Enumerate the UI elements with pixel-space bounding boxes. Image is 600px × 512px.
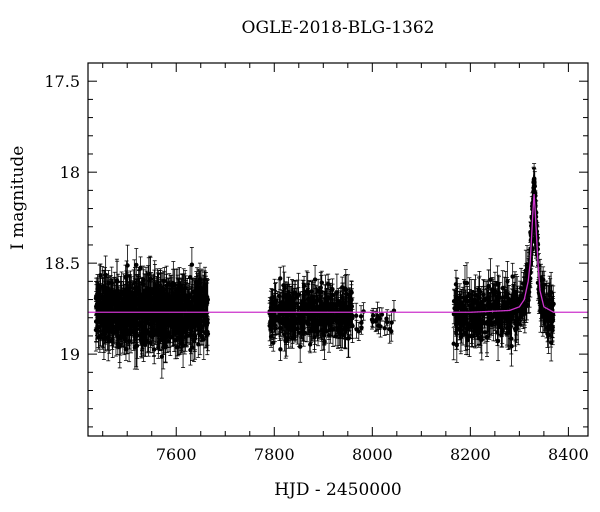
data-point — [100, 336, 106, 341]
data-point — [308, 342, 313, 347]
data-point — [174, 345, 180, 350]
data-point — [192, 312, 198, 317]
data-point — [158, 291, 164, 296]
data-point — [93, 296, 99, 301]
data-point — [186, 304, 191, 309]
data-point — [156, 322, 161, 328]
data-point — [189, 299, 194, 304]
data-point — [123, 318, 128, 324]
data-point — [148, 313, 154, 318]
data-point — [110, 316, 115, 321]
data-point — [196, 342, 201, 347]
data-point — [116, 304, 122, 310]
data-point — [124, 291, 129, 297]
data-point — [346, 336, 351, 341]
data-point — [158, 314, 163, 320]
data-point — [98, 320, 103, 325]
data-point — [95, 286, 100, 292]
data-point — [199, 287, 205, 292]
data-point — [120, 333, 126, 338]
data-point — [204, 315, 209, 320]
data-point — [268, 305, 274, 310]
data-point — [188, 328, 194, 333]
data-point — [94, 301, 100, 307]
data-point — [102, 326, 108, 331]
data-point — [179, 293, 185, 298]
data-point — [341, 301, 346, 307]
data-point — [278, 347, 283, 352]
data-point — [115, 295, 121, 300]
data-point — [98, 273, 103, 278]
data-point — [134, 262, 139, 268]
data-point — [156, 283, 161, 288]
data-point — [151, 290, 156, 295]
data-point — [326, 333, 332, 338]
data-point — [140, 295, 146, 301]
data-point — [174, 301, 180, 306]
data-point — [150, 334, 155, 340]
data-point — [172, 282, 177, 287]
data-point — [132, 280, 137, 286]
data-point — [141, 314, 147, 319]
data-point — [150, 296, 155, 302]
data-point — [123, 347, 129, 352]
data-point — [170, 300, 175, 306]
data-point — [197, 316, 203, 322]
data-point — [156, 340, 161, 346]
data-point — [108, 321, 113, 326]
data-point — [109, 291, 115, 297]
data-point — [116, 334, 121, 339]
data-point — [133, 307, 138, 312]
data-point — [138, 265, 143, 270]
data-point — [113, 312, 118, 317]
data-point — [154, 317, 159, 322]
data-point — [319, 280, 325, 285]
data-point — [318, 285, 323, 290]
data-point — [272, 294, 277, 300]
data-point — [169, 313, 175, 318]
data-point — [139, 333, 145, 339]
data-point — [161, 278, 167, 284]
chart-title: OGLE-2018-BLG-1362 — [241, 18, 435, 38]
data-point — [338, 331, 343, 337]
data-point — [152, 347, 157, 352]
data-point — [335, 327, 341, 332]
data-point — [137, 288, 142, 293]
data-point — [106, 306, 111, 312]
data-point — [170, 319, 175, 325]
data-point — [134, 314, 139, 320]
data-point — [188, 347, 193, 353]
data-point — [273, 326, 278, 331]
data-point — [145, 338, 150, 344]
data-point — [182, 323, 187, 329]
data-point — [202, 330, 208, 336]
data-point — [99, 300, 104, 306]
data-point — [110, 307, 116, 313]
data-point — [152, 283, 158, 288]
data-point — [159, 354, 165, 359]
data-point — [350, 323, 355, 329]
data-point — [195, 293, 200, 299]
data-point — [312, 277, 318, 282]
data-point — [119, 296, 124, 301]
data-point — [125, 263, 130, 268]
data-point — [183, 293, 188, 298]
data-point — [293, 326, 299, 332]
data-point — [114, 330, 119, 335]
data-point — [296, 292, 301, 297]
data-point — [165, 318, 170, 323]
data-point — [189, 318, 194, 324]
data-point — [146, 290, 151, 295]
data-point — [315, 329, 321, 334]
data-point — [164, 292, 169, 298]
data-points-layer — [93, 163, 556, 379]
data-point — [176, 335, 181, 341]
data-point — [104, 290, 109, 296]
